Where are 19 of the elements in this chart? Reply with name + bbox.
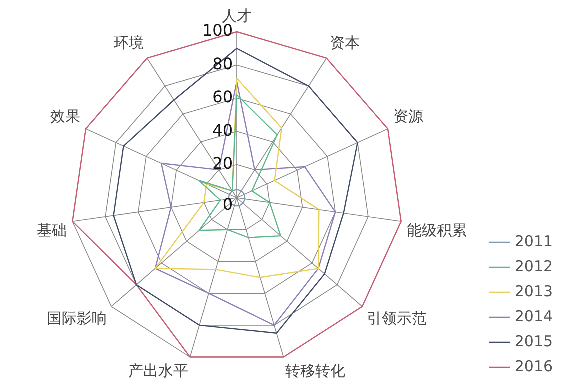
y-tick-label: 60 <box>212 88 233 107</box>
spoke-label: 环境 <box>114 34 144 52</box>
spoke-label: 国际影响 <box>47 310 108 328</box>
spoke-label: 基础 <box>36 221 67 240</box>
legend-label: 2013 <box>514 282 554 300</box>
spoke-label: 人才 <box>222 6 252 25</box>
spoke-label: 资源 <box>393 107 424 126</box>
legend-label: 2016 <box>514 357 554 376</box>
spoke-label: 引领示范 <box>366 310 427 328</box>
legend-label: 2015 <box>514 332 554 350</box>
y-tick-label: 0 <box>222 195 233 214</box>
legend-label: 2014 <box>514 307 554 326</box>
spoke-label: 效果 <box>50 107 81 126</box>
spoke-label: 资本 <box>330 34 360 52</box>
spoke-label: 产出水平 <box>128 362 189 380</box>
legend-label: 2012 <box>514 257 554 276</box>
spoke-label: 能级积累 <box>407 221 468 240</box>
legend-label: 2011 <box>514 232 554 250</box>
spoke-label: 转移转化 <box>285 362 346 380</box>
